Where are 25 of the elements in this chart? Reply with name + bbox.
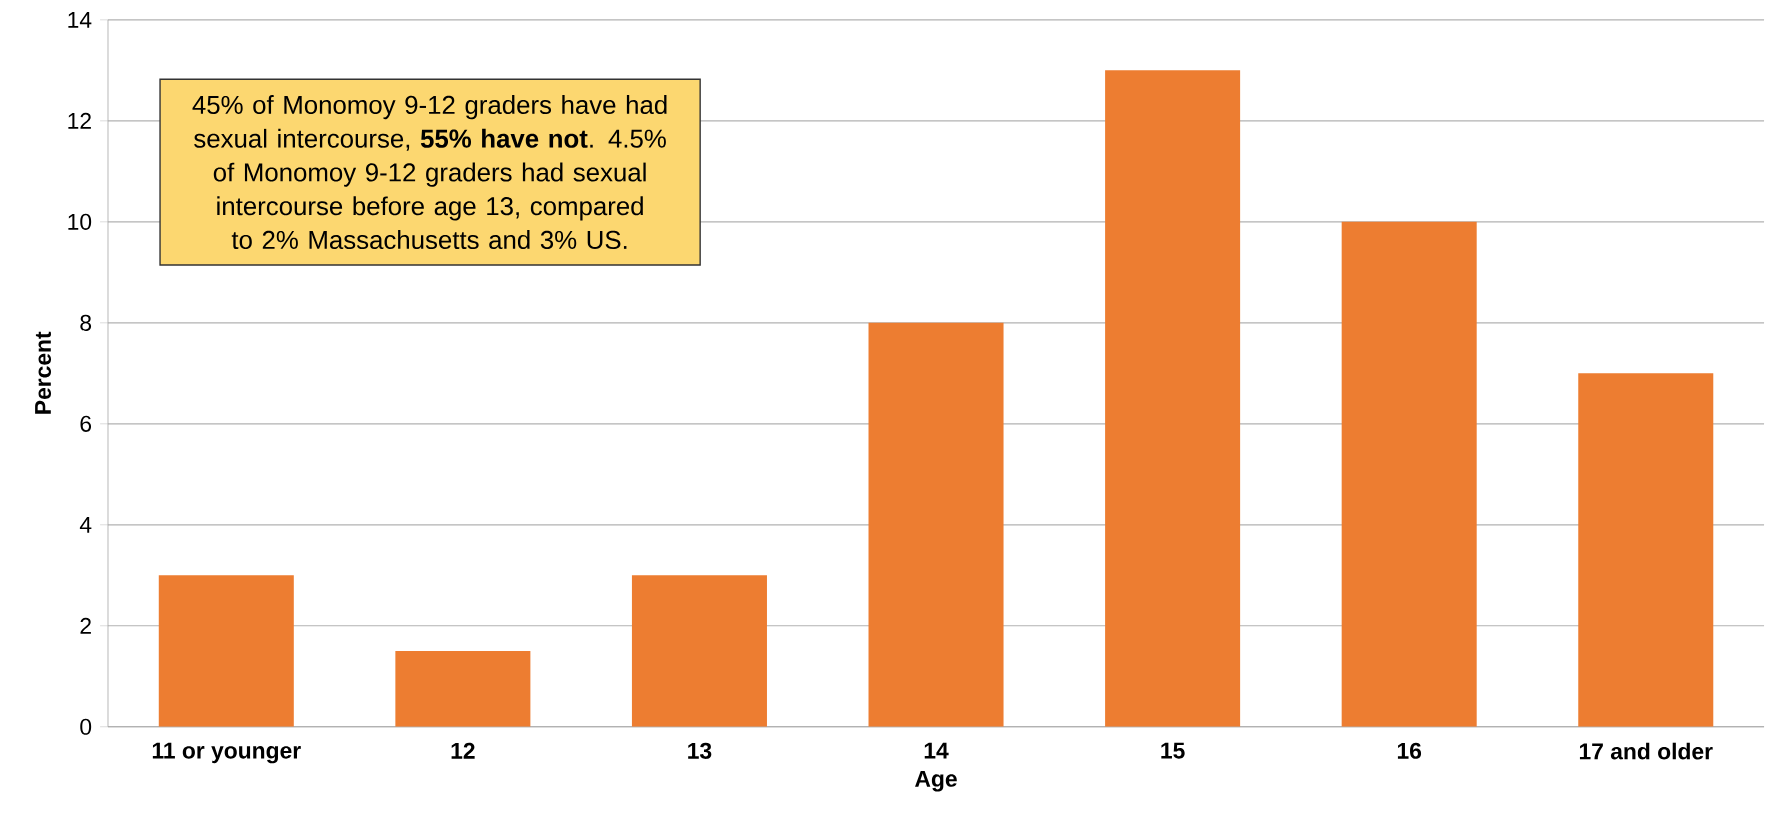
bar: [868, 322, 1004, 727]
bar: [158, 575, 294, 727]
y-axis-title: Percent: [35, 331, 52, 414]
x-tick-label: 11 or younger: [152, 742, 301, 764]
y-tick-label: 6: [80, 415, 92, 432]
y-tick-label: 12: [68, 112, 91, 129]
bar: [631, 575, 767, 727]
y-tick-label: 2: [80, 617, 91, 634]
bar: [1105, 70, 1241, 727]
x-tick-label: 12: [451, 742, 475, 759]
y-tick-label: 4: [79, 516, 92, 533]
y-tick-label: 14: [68, 12, 92, 28]
bar: [395, 651, 531, 727]
y-tick-label: 0: [80, 718, 92, 735]
bar: [1578, 373, 1714, 727]
y-tick-label: 10: [68, 213, 92, 230]
y-tick-label: 8: [80, 314, 92, 331]
x-tick-label: 13: [688, 742, 712, 759]
x-axis-title: Age: [915, 770, 957, 792]
annotation: 45% of Monomoy 9-12 graders have had sexual intercourse, 55% have not. 4.5% of Monomoy 9-12 graders had sexual intercourse before age 13, compared to 2% Massachusetts and 3% US.: [192, 95, 667, 250]
x-tick-label: 17 and older: [1579, 742, 1713, 760]
bar: [1341, 221, 1477, 727]
x-tick-label: 14: [924, 742, 949, 759]
x-tick-label: 15: [1161, 742, 1185, 759]
x-tick-label: 16: [1397, 742, 1422, 759]
